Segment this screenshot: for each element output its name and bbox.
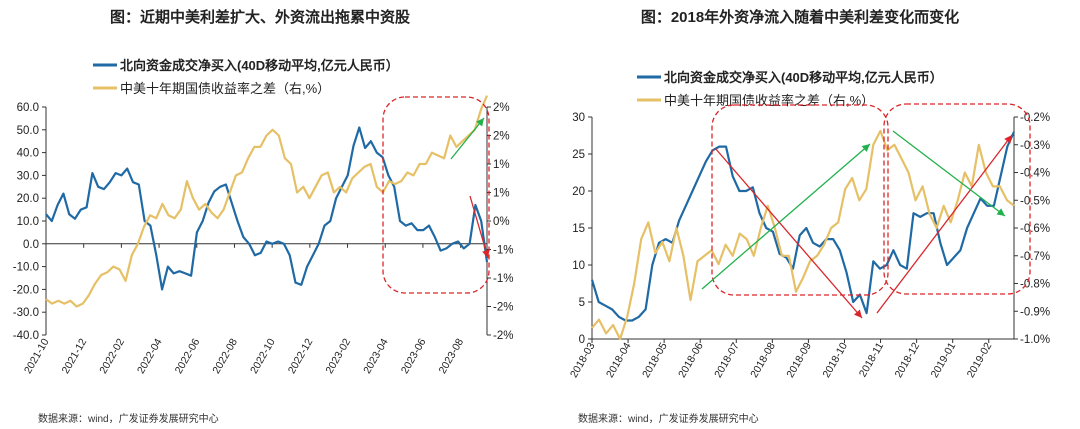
- y2-tick-label: -0.9%: [1020, 306, 1050, 318]
- y-tick-label: 15: [572, 223, 585, 235]
- y2-tick-label: 0%: [493, 216, 510, 228]
- x-tick-label: 2022-02: [97, 336, 127, 376]
- y2-tick-label: 2%: [493, 102, 510, 114]
- y-tick-label: 10.0: [17, 216, 39, 228]
- y2-tick-label: -0.3%: [1020, 140, 1050, 152]
- y2-tick-label: -2%: [493, 330, 513, 342]
- source-note-right: 数据来源：wind，广发证券发展研究中心: [578, 414, 759, 425]
- x-tick-label: 2018-07: [712, 340, 742, 380]
- y-tick-label: -40.0: [13, 330, 39, 342]
- y2-tick-label: -0.2%: [1020, 112, 1050, 124]
- x-tick-label: 2018-10: [820, 340, 850, 380]
- y2-tick-label: 1%: [493, 188, 510, 200]
- x-tick-label: 2022-08: [210, 336, 240, 376]
- series-line-northbound-flow: [45, 126, 489, 291]
- x-tick-label: 2018-03: [568, 340, 598, 380]
- x-tick-label: 2018-04: [604, 340, 634, 380]
- x-tick-label: 2022-06: [173, 336, 203, 376]
- y2-tick-label: 1%: [493, 159, 510, 171]
- trend-arrow: [450, 117, 485, 160]
- highlight-box: [883, 103, 1031, 295]
- x-tick-label: 2021-10: [22, 336, 52, 376]
- y-tick-label: 5: [579, 297, 585, 309]
- y-tick-label: 60.0: [17, 102, 39, 114]
- y-tick-label: 20: [572, 186, 585, 198]
- source-note-left: 数据来源：wind，广发证券发展研究中心: [38, 414, 219, 425]
- chart-title-right: 图：2018年外资净流入随着中美利差变化而变化: [640, 9, 960, 26]
- x-tick-label: 2019-01: [929, 340, 959, 380]
- trend-arrow: [892, 130, 1006, 217]
- y2-tick-label: -0.6%: [1020, 223, 1050, 235]
- legend-label: 中美十年期国债收益率之差（右,%）: [664, 93, 874, 108]
- trend-arrow: [701, 143, 871, 290]
- x-tick-label: 2018-09: [784, 340, 814, 380]
- x-tick-label: 2023-04: [361, 336, 391, 376]
- y-tick-label: 0: [579, 334, 585, 346]
- y-tick-label: -30.0: [13, 307, 39, 319]
- y2-tick-label: -0.5%: [1020, 195, 1050, 207]
- x-tick-label: 2022-04: [135, 336, 165, 376]
- trend-arrow: [714, 147, 863, 319]
- y2-tick-label: -0.8%: [1020, 279, 1050, 291]
- y2-tick-label: 2%: [493, 131, 510, 143]
- y2-tick-label: -0.4%: [1020, 168, 1050, 180]
- y2-tick-label: -1%: [493, 245, 513, 257]
- x-tick-label: 2018-11: [857, 340, 886, 379]
- x-tick-label: 2021-12: [60, 336, 90, 376]
- y2-tick-label: -1.0%: [1020, 334, 1050, 346]
- x-tick-label: 2018-12: [893, 340, 923, 380]
- highlight-box: [711, 104, 889, 296]
- y-tick-label: 30: [572, 112, 585, 124]
- y-tick-label: -20.0: [13, 284, 39, 296]
- legend-label: 中美十年期国债收益率之差（右,%）: [120, 81, 330, 96]
- y-tick-label: 40.0: [17, 148, 39, 160]
- x-tick-label: 2018-05: [640, 340, 670, 380]
- series-line-northbound-flow: [590, 131, 1016, 322]
- series-line-yield-spread: [45, 95, 489, 308]
- y-tick-label: 30.0: [17, 170, 39, 182]
- legend-label: 北向资金成交净买入(40D移动平均,亿元人民币）: [120, 58, 399, 73]
- x-tick-label: 2022-12: [286, 336, 316, 376]
- trend-arrow: [469, 195, 490, 259]
- chart-title-left: 图：近期中美利差扩大、外资流出拖累中资股: [109, 9, 410, 26]
- y2-tick-label: -0.7%: [1020, 251, 1050, 263]
- x-tick-label: 2019-02: [965, 340, 995, 380]
- y-tick-label: 20.0: [17, 193, 39, 205]
- x-tick-label: 2018-06: [676, 340, 706, 380]
- x-tick-label: 2022-10: [248, 336, 278, 376]
- y-tick-label: 50.0: [17, 125, 39, 137]
- y-tick-label: 25: [572, 149, 585, 161]
- y-tick-label: 0.0: [23, 239, 39, 251]
- x-tick-label: 2023-06: [399, 336, 429, 376]
- series-line-yield-spread: [591, 129, 1015, 341]
- x-tick-label: 2018-08: [748, 340, 778, 380]
- legend-label: 北向资金成交净买入(40D移动平均,亿元人民币）: [664, 70, 943, 85]
- y2-tick-label: -2%: [493, 302, 513, 314]
- highlight-box: [382, 96, 490, 294]
- y-tick-label: 10: [572, 260, 585, 272]
- trend-arrow: [876, 134, 1013, 314]
- y2-tick-label: -1%: [493, 273, 513, 285]
- x-tick-label: 2023-02: [323, 336, 353, 376]
- y-tick-label: -10.0: [13, 262, 39, 274]
- x-tick-label: 2023-08: [437, 336, 467, 376]
